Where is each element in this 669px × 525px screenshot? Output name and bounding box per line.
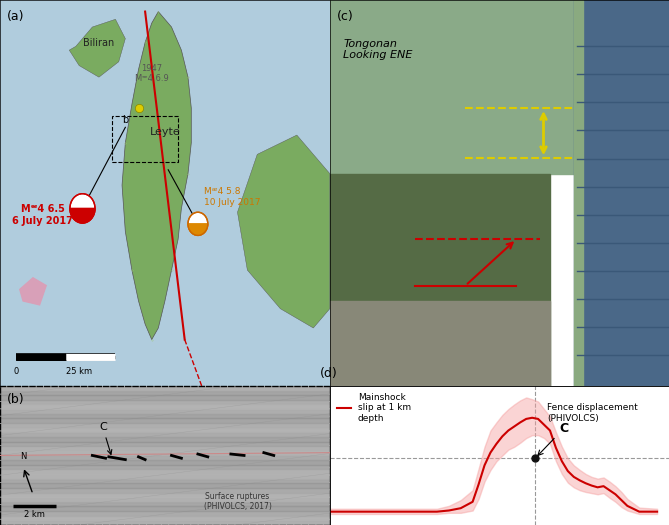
Text: 25 km: 25 km bbox=[66, 368, 92, 376]
Bar bbox=[0, 502, 330, 507]
Circle shape bbox=[70, 194, 95, 223]
Bar bbox=[0, 437, 330, 442]
Bar bbox=[0, 414, 330, 418]
Bar bbox=[0, 404, 330, 409]
Text: Biliran: Biliran bbox=[84, 38, 114, 48]
Bar bbox=[0, 446, 330, 451]
Text: C: C bbox=[99, 423, 112, 454]
Polygon shape bbox=[70, 19, 125, 77]
Wedge shape bbox=[188, 224, 208, 235]
Text: (c): (c) bbox=[337, 9, 353, 23]
Text: Mᵆ4 6.5
6 July 2017: Mᵆ4 6.5 6 July 2017 bbox=[13, 204, 74, 226]
Bar bbox=[0, 516, 330, 520]
Text: Surface ruptures
(PHIVOLCS, 2017): Surface ruptures (PHIVOLCS, 2017) bbox=[203, 492, 272, 511]
Text: (a): (a) bbox=[7, 9, 24, 23]
Text: Mᵆ4 5.8
10 July 2017: Mᵆ4 5.8 10 July 2017 bbox=[205, 187, 261, 206]
Text: 1947
Mᵆ4 6.9: 1947 Mᵆ4 6.9 bbox=[135, 64, 169, 83]
Text: Fence displacement
(PHIVOLCS): Fence displacement (PHIVOLCS) bbox=[547, 403, 638, 423]
Bar bbox=[0, 469, 330, 474]
Bar bbox=[0, 418, 330, 423]
Bar bbox=[0, 395, 330, 400]
Bar bbox=[0, 488, 330, 492]
Bar bbox=[0, 497, 330, 502]
Bar bbox=[0, 520, 330, 525]
Bar bbox=[0, 400, 330, 404]
Bar bbox=[0, 451, 330, 455]
Bar bbox=[574, 0, 669, 386]
Bar bbox=[0, 479, 330, 483]
Polygon shape bbox=[20, 278, 46, 305]
Bar bbox=[0, 442, 330, 446]
Text: (d): (d) bbox=[320, 368, 337, 380]
Bar bbox=[0, 492, 330, 497]
Bar bbox=[0, 432, 330, 437]
Wedge shape bbox=[70, 208, 95, 223]
Bar bbox=[0, 474, 330, 479]
Legend: Mainshock
slip at 1 km
depth: Mainshock slip at 1 km depth bbox=[334, 391, 413, 426]
Text: C: C bbox=[538, 422, 568, 455]
Bar bbox=[112, 116, 178, 162]
Bar bbox=[0, 409, 330, 414]
Bar bbox=[0, 465, 330, 469]
Bar bbox=[0, 483, 330, 488]
Bar bbox=[330, 301, 551, 386]
Bar bbox=[0, 511, 330, 516]
Bar bbox=[0, 460, 330, 465]
Circle shape bbox=[188, 212, 208, 235]
Text: 0: 0 bbox=[14, 368, 19, 376]
Text: (b): (b) bbox=[7, 393, 24, 406]
Bar bbox=[0, 455, 330, 460]
Text: N: N bbox=[20, 452, 26, 461]
Polygon shape bbox=[237, 135, 330, 328]
Bar bbox=[0, 423, 330, 427]
Text: Tongonan
Looking ENE: Tongonan Looking ENE bbox=[343, 39, 413, 60]
Bar bbox=[0, 427, 330, 432]
Polygon shape bbox=[122, 12, 191, 340]
Bar bbox=[0, 507, 330, 511]
Text: b: b bbox=[122, 116, 128, 125]
Text: 2 km: 2 km bbox=[24, 510, 45, 519]
Bar bbox=[574, 0, 583, 386]
Text: Leyte: Leyte bbox=[150, 127, 180, 137]
Bar bbox=[0, 386, 330, 391]
Bar bbox=[0, 391, 330, 395]
Bar bbox=[330, 0, 669, 174]
Bar bbox=[330, 174, 551, 386]
